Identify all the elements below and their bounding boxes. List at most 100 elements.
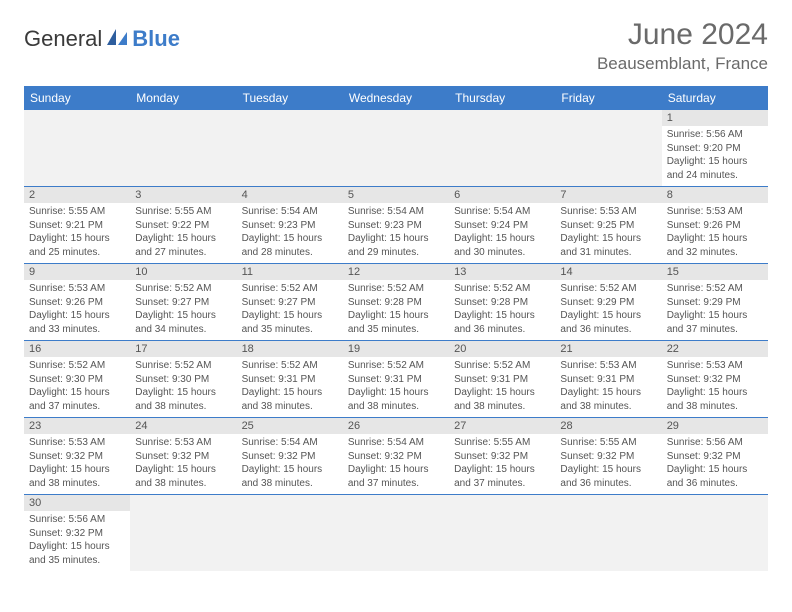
calendar-day-cell: 1Sunrise: 5:56 AMSunset: 9:20 PMDaylight… [662,110,768,187]
day-number: 14 [555,264,661,280]
calendar-day-cell: 30Sunrise: 5:56 AMSunset: 9:32 PMDayligh… [24,495,130,572]
calendar-week-row: 2Sunrise: 5:55 AMSunset: 9:21 PMDaylight… [24,187,768,264]
day-number: 10 [130,264,236,280]
day-data: Sunrise: 5:55 AMSunset: 9:32 PMDaylight:… [555,434,661,494]
day-number: 24 [130,418,236,434]
day-data: Sunrise: 5:52 AMSunset: 9:31 PMDaylight:… [343,357,449,417]
calendar-day-cell: 9Sunrise: 5:53 AMSunset: 9:26 PMDaylight… [24,264,130,341]
calendar-day-cell: 7Sunrise: 5:53 AMSunset: 9:25 PMDaylight… [555,187,661,264]
calendar-day-cell: 12Sunrise: 5:52 AMSunset: 9:28 PMDayligh… [343,264,449,341]
calendar-day-cell: 27Sunrise: 5:55 AMSunset: 9:32 PMDayligh… [449,418,555,495]
weekday-header: Thursday [449,86,555,110]
day-data: Sunrise: 5:53 AMSunset: 9:25 PMDaylight:… [555,203,661,263]
day-number: 8 [662,187,768,203]
calendar-day-cell: 5Sunrise: 5:54 AMSunset: 9:23 PMDaylight… [343,187,449,264]
day-data: Sunrise: 5:56 AMSunset: 9:32 PMDaylight:… [24,511,130,571]
day-data: Sunrise: 5:55 AMSunset: 9:22 PMDaylight:… [130,203,236,263]
day-data: Sunrise: 5:53 AMSunset: 9:32 PMDaylight:… [24,434,130,494]
calendar-day-cell: 26Sunrise: 5:54 AMSunset: 9:32 PMDayligh… [343,418,449,495]
calendar-day-cell: 2Sunrise: 5:55 AMSunset: 9:21 PMDaylight… [24,187,130,264]
calendar-day-cell: 19Sunrise: 5:52 AMSunset: 9:31 PMDayligh… [343,341,449,418]
calendar-empty-cell [343,495,449,572]
calendar-empty-cell [343,110,449,187]
day-data: Sunrise: 5:54 AMSunset: 9:32 PMDaylight:… [237,434,343,494]
day-data: Sunrise: 5:56 AMSunset: 9:32 PMDaylight:… [662,434,768,494]
calendar-day-cell: 22Sunrise: 5:53 AMSunset: 9:32 PMDayligh… [662,341,768,418]
calendar-day-cell: 16Sunrise: 5:52 AMSunset: 9:30 PMDayligh… [24,341,130,418]
day-number: 29 [662,418,768,434]
day-data: Sunrise: 5:53 AMSunset: 9:26 PMDaylight:… [24,280,130,340]
calendar-day-cell: 15Sunrise: 5:52 AMSunset: 9:29 PMDayligh… [662,264,768,341]
day-data: Sunrise: 5:54 AMSunset: 9:23 PMDaylight:… [237,203,343,263]
day-number: 4 [237,187,343,203]
calendar-day-cell: 23Sunrise: 5:53 AMSunset: 9:32 PMDayligh… [24,418,130,495]
calendar-week-row: 1Sunrise: 5:56 AMSunset: 9:20 PMDaylight… [24,110,768,187]
day-data: Sunrise: 5:55 AMSunset: 9:21 PMDaylight:… [24,203,130,263]
day-data: Sunrise: 5:52 AMSunset: 9:30 PMDaylight:… [130,357,236,417]
title-block: June 2024 Beausemblant, France [597,18,768,74]
day-number: 22 [662,341,768,357]
calendar-day-cell: 10Sunrise: 5:52 AMSunset: 9:27 PMDayligh… [130,264,236,341]
day-data: Sunrise: 5:53 AMSunset: 9:32 PMDaylight:… [662,357,768,417]
calendar-day-cell: 6Sunrise: 5:54 AMSunset: 9:24 PMDaylight… [449,187,555,264]
page-title: June 2024 [597,18,768,52]
day-data: Sunrise: 5:55 AMSunset: 9:32 PMDaylight:… [449,434,555,494]
weekday-header: Tuesday [237,86,343,110]
calendar-day-cell: 28Sunrise: 5:55 AMSunset: 9:32 PMDayligh… [555,418,661,495]
day-data: Sunrise: 5:53 AMSunset: 9:32 PMDaylight:… [130,434,236,494]
day-data: Sunrise: 5:52 AMSunset: 9:29 PMDaylight:… [555,280,661,340]
logo-sail-icon [106,26,128,52]
day-number: 25 [237,418,343,434]
calendar-day-cell: 3Sunrise: 5:55 AMSunset: 9:22 PMDaylight… [130,187,236,264]
weekday-header-row: SundayMondayTuesdayWednesdayThursdayFrid… [24,86,768,110]
day-number: 17 [130,341,236,357]
weekday-header: Sunday [24,86,130,110]
day-number: 6 [449,187,555,203]
day-data: Sunrise: 5:53 AMSunset: 9:31 PMDaylight:… [555,357,661,417]
calendar-day-cell: 8Sunrise: 5:53 AMSunset: 9:26 PMDaylight… [662,187,768,264]
day-number: 1 [662,110,768,126]
logo-text-2: Blue [132,26,180,52]
day-data: Sunrise: 5:56 AMSunset: 9:20 PMDaylight:… [662,126,768,186]
calendar-empty-cell [662,495,768,572]
day-number: 5 [343,187,449,203]
day-number: 9 [24,264,130,280]
day-number: 28 [555,418,661,434]
calendar-day-cell: 4Sunrise: 5:54 AMSunset: 9:23 PMDaylight… [237,187,343,264]
day-data: Sunrise: 5:52 AMSunset: 9:27 PMDaylight:… [130,280,236,340]
calendar-day-cell: 21Sunrise: 5:53 AMSunset: 9:31 PMDayligh… [555,341,661,418]
day-data: Sunrise: 5:52 AMSunset: 9:28 PMDaylight:… [449,280,555,340]
day-number: 16 [24,341,130,357]
calendar-day-cell: 14Sunrise: 5:52 AMSunset: 9:29 PMDayligh… [555,264,661,341]
calendar-body: 1Sunrise: 5:56 AMSunset: 9:20 PMDaylight… [24,110,768,571]
calendar-empty-cell [449,110,555,187]
calendar-day-cell: 20Sunrise: 5:52 AMSunset: 9:31 PMDayligh… [449,341,555,418]
day-data: Sunrise: 5:52 AMSunset: 9:31 PMDaylight:… [449,357,555,417]
calendar-day-cell: 29Sunrise: 5:56 AMSunset: 9:32 PMDayligh… [662,418,768,495]
weekday-header: Wednesday [343,86,449,110]
calendar-empty-cell [237,110,343,187]
calendar-empty-cell [130,110,236,187]
calendar-day-cell: 25Sunrise: 5:54 AMSunset: 9:32 PMDayligh… [237,418,343,495]
calendar-empty-cell [449,495,555,572]
logo: General Blue [24,18,180,52]
day-number: 2 [24,187,130,203]
calendar-day-cell: 11Sunrise: 5:52 AMSunset: 9:27 PMDayligh… [237,264,343,341]
calendar-table: SundayMondayTuesdayWednesdayThursdayFrid… [24,86,768,571]
day-number: 3 [130,187,236,203]
calendar-week-row: 23Sunrise: 5:53 AMSunset: 9:32 PMDayligh… [24,418,768,495]
calendar-week-row: 9Sunrise: 5:53 AMSunset: 9:26 PMDaylight… [24,264,768,341]
calendar-day-cell: 24Sunrise: 5:53 AMSunset: 9:32 PMDayligh… [130,418,236,495]
header: General Blue June 2024 Beausemblant, Fra… [24,18,768,74]
day-number: 20 [449,341,555,357]
calendar-day-cell: 17Sunrise: 5:52 AMSunset: 9:30 PMDayligh… [130,341,236,418]
day-data: Sunrise: 5:52 AMSunset: 9:30 PMDaylight:… [24,357,130,417]
day-number: 21 [555,341,661,357]
day-number: 12 [343,264,449,280]
calendar-week-row: 30Sunrise: 5:56 AMSunset: 9:32 PMDayligh… [24,495,768,572]
weekday-header: Saturday [662,86,768,110]
weekday-header: Monday [130,86,236,110]
calendar-week-row: 16Sunrise: 5:52 AMSunset: 9:30 PMDayligh… [24,341,768,418]
calendar-day-cell: 13Sunrise: 5:52 AMSunset: 9:28 PMDayligh… [449,264,555,341]
day-data: Sunrise: 5:54 AMSunset: 9:23 PMDaylight:… [343,203,449,263]
